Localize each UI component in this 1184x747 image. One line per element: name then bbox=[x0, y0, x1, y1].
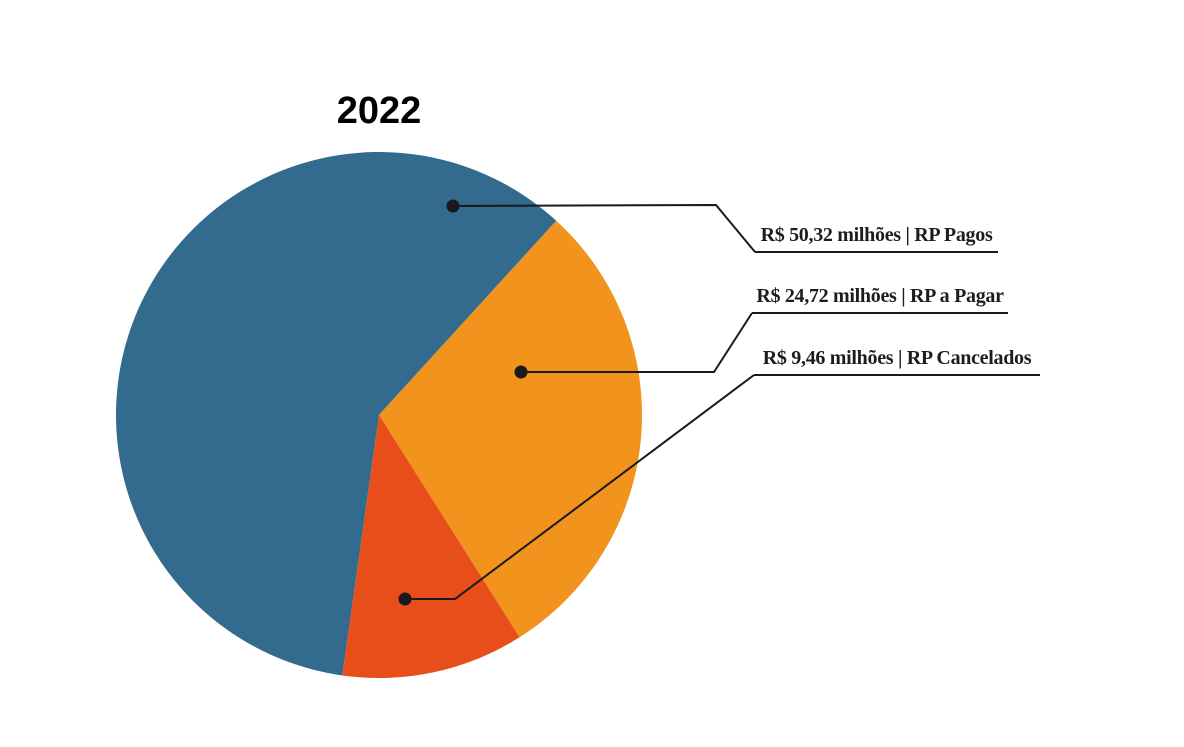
leader-line-rp-pagos bbox=[452, 203, 756, 253]
callout-rp-cancelados: R$ 9,46 milhões | RP Cancelados bbox=[754, 347, 1040, 376]
leader-line-rp-cancelados bbox=[405, 374, 755, 600]
anchor-dot-rp-cancelados bbox=[398, 592, 412, 606]
anchor-dot-rp-pagos bbox=[446, 199, 460, 213]
pie-slice-rp-a-pagar bbox=[379, 220, 643, 638]
leader-line-rp-a-pagar bbox=[521, 312, 753, 373]
chart-title: 2022 bbox=[336, 90, 422, 132]
pie-slice-rp-pagos bbox=[115, 151, 557, 676]
callout-rp-a-pagar-label: R$ 24,72 milhões | RP a Pagar bbox=[756, 285, 1004, 307]
callout-rp-cancelados-label: R$ 9,46 milhões | RP Cancelados bbox=[762, 347, 1032, 369]
pie-slice-rp-cancelados bbox=[342, 415, 520, 679]
callout-rp-a-pagar: R$ 24,72 milhões | RP a Pagar bbox=[752, 285, 1008, 314]
callout-rp-pagos: R$ 50,32 milhões | RP Pagos bbox=[755, 224, 998, 253]
anchor-dot-rp-a-pagar bbox=[514, 365, 528, 379]
callout-rp-pagos-label: R$ 50,32 milhões | RP Pagos bbox=[760, 224, 993, 246]
